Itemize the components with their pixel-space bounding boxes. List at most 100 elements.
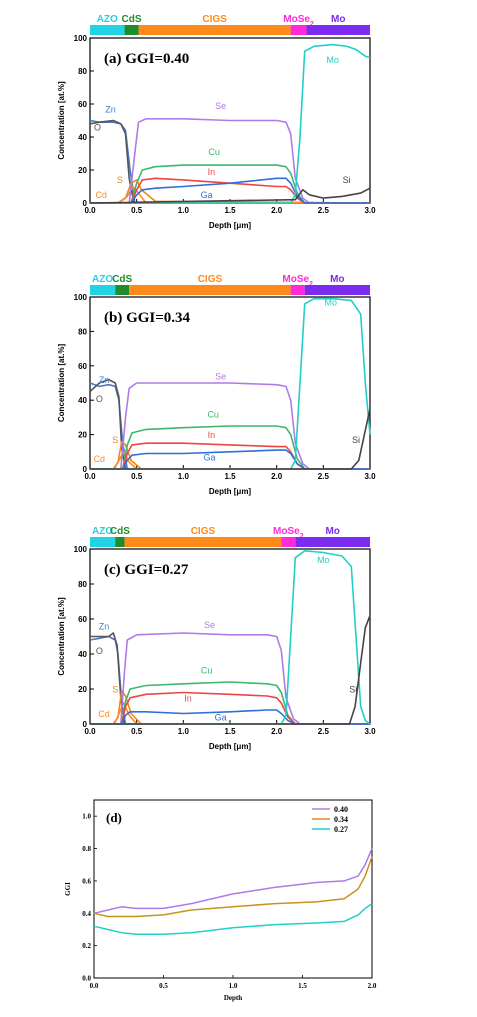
- panel-title: (c) GGI=0.27: [104, 562, 189, 578]
- layer-band-cigs: [129, 285, 291, 295]
- x-tick-label: 2.0: [271, 727, 283, 736]
- layer-label-cigs: CIGS: [202, 14, 227, 25]
- panel-title: (a) GGI=0.40: [104, 51, 189, 67]
- y-tick-label: 20: [78, 685, 87, 694]
- series-label-se: Se: [204, 620, 215, 630]
- x-tick-label: 0.0: [84, 206, 96, 215]
- series-line-ggi-0.34: [93, 856, 373, 918]
- y-tick-label: 0: [83, 465, 88, 474]
- y-tick-label: 40: [78, 133, 87, 142]
- y-tick-label: 80: [78, 67, 87, 76]
- y-tick-label: 100: [74, 293, 88, 302]
- legend-label: 0.27: [334, 825, 348, 834]
- y-tick-label: 0: [83, 720, 88, 729]
- y-tick-label: 20: [78, 431, 87, 440]
- series-line-se: [90, 118, 370, 204]
- layer-label-mo: Mo: [330, 274, 344, 285]
- layer-label-cds: CdS: [112, 274, 132, 285]
- series-label-cu: Cu: [207, 409, 219, 419]
- layer-band-mose2: [281, 537, 296, 547]
- y-tick-label: 0.4: [82, 910, 91, 918]
- y-axis-label: Concentration [at.%]: [57, 344, 66, 423]
- series-label-s: S: [112, 435, 118, 445]
- x-tick-label: 2.5: [318, 206, 330, 215]
- series-label-cu: Cu: [208, 147, 220, 157]
- series-label-in: In: [208, 430, 216, 440]
- series-label-ga: Ga: [201, 190, 213, 200]
- x-tick-label: 0.5: [131, 206, 143, 215]
- y-tick-label: 0: [83, 199, 88, 208]
- layer-band-mose2: [290, 25, 307, 35]
- y-tick-label: 60: [78, 100, 87, 109]
- series-line-mo: [90, 297, 371, 470]
- x-axis-label: Depth [μm]: [209, 742, 252, 751]
- x-tick-label: 3.0: [364, 727, 376, 736]
- panel-title: (d): [106, 810, 122, 825]
- series-label-mo: Mo: [325, 298, 338, 308]
- x-tick-label: 1.0: [178, 206, 190, 215]
- series-line-cu: [90, 425, 370, 470]
- series-line-si: [89, 187, 371, 204]
- y-tick-label: 0.8: [82, 845, 91, 853]
- y-tick-label: 60: [78, 615, 87, 624]
- layer-band-mose2: [290, 285, 305, 295]
- layer-band-azo: [90, 537, 116, 547]
- series-line-ga: [90, 709, 370, 725]
- y-tick-label: 100: [74, 34, 88, 43]
- layer-label-mose2: MoSe2: [273, 526, 304, 540]
- series-label-in: In: [208, 167, 216, 177]
- layer-label-cds: CdS: [122, 14, 142, 25]
- series-line-se: [90, 632, 370, 725]
- layer-label-cigs: CIGS: [198, 274, 223, 285]
- series-line-cu: [90, 164, 370, 204]
- y-tick-label: 60: [78, 362, 87, 371]
- layer-label-mose2: MoSe2: [283, 14, 314, 28]
- series-label-ga: Ga: [215, 713, 227, 723]
- x-tick-label: 3.0: [364, 206, 376, 215]
- x-axis-label: Depth: [224, 994, 242, 1002]
- series-label-o: O: [96, 394, 103, 404]
- y-tick-label: 100: [74, 545, 88, 554]
- series-label-cd: Cd: [98, 709, 110, 719]
- layer-band-cds: [124, 25, 139, 35]
- series-line-ggi-0.40: [93, 848, 373, 915]
- layer-label-mose2: MoSe2: [282, 274, 313, 288]
- layer-label-mo: Mo: [325, 526, 339, 537]
- series-line-mo: [90, 43, 371, 204]
- series-label-zn: Zn: [99, 375, 110, 385]
- layer-band-cds: [115, 285, 130, 295]
- layer-band-cigs: [138, 25, 291, 35]
- series-label-cu: Cu: [201, 665, 213, 675]
- x-tick-label: 1.5: [298, 982, 307, 990]
- series-line-se: [90, 382, 370, 470]
- y-tick-label: 0.6: [82, 877, 91, 885]
- series-line-si: [90, 615, 371, 725]
- x-tick-label: 2.0: [368, 982, 377, 990]
- panel-title: (b) GGI=0.34: [104, 310, 191, 326]
- layer-band-mo: [295, 537, 370, 547]
- legend-label: 0.34: [334, 815, 348, 824]
- layer-label-azo: AZO: [92, 274, 113, 285]
- series-label-cd: Cd: [94, 454, 106, 464]
- x-tick-label: 0.0: [84, 727, 96, 736]
- y-tick-label: 80: [78, 580, 87, 589]
- series-line-ggi-0.27: [93, 902, 373, 936]
- y-tick-label: 80: [78, 327, 87, 336]
- series-label-s: S: [112, 685, 118, 695]
- series-line-o: [90, 632, 370, 725]
- layer-band-azo: [90, 285, 116, 295]
- series-label-mo: Mo: [317, 555, 330, 565]
- layer-band-cds: [115, 537, 125, 547]
- series-label-in: In: [184, 693, 192, 703]
- series-line-in: [90, 691, 370, 725]
- panel-d: 0.0 0.2 0.4 0.6 0.8 1.0 0.0 0.5 1.0 1.5 2.0 Depth GG…: [64, 799, 377, 1002]
- layer-band-mo: [304, 285, 370, 295]
- x-tick-label: 0.0: [84, 472, 96, 481]
- layer-band-mo: [306, 25, 370, 35]
- series-label-si: Si: [352, 435, 360, 445]
- layer-band-azo: [90, 25, 125, 35]
- x-axis-label: Depth [μm]: [209, 221, 252, 230]
- series-label-zn: Zn: [99, 622, 110, 632]
